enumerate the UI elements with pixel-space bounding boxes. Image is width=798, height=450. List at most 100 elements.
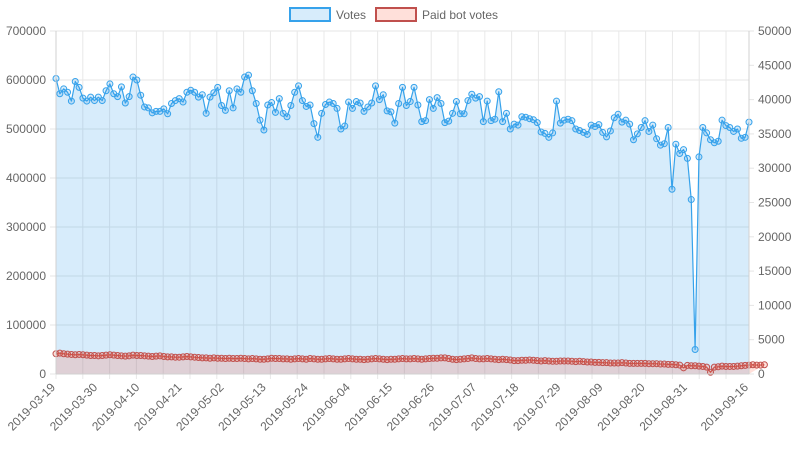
area-paid-bot-votes — [56, 353, 765, 374]
point-votes — [391, 119, 399, 127]
y-right-tick-label: 10000 — [758, 298, 792, 312]
point-votes — [645, 127, 653, 135]
series-points — [52, 71, 768, 376]
point-votes — [298, 97, 306, 105]
point-paid-bot-votes — [680, 364, 688, 372]
point-votes — [699, 124, 707, 132]
legend-item-paid-bot-votes[interactable]: Paid bot votes — [375, 7, 498, 22]
point-votes — [352, 98, 360, 106]
point-votes — [241, 73, 249, 81]
point-paid-bot-votes — [760, 361, 768, 369]
point-votes — [710, 139, 718, 147]
point-votes — [229, 104, 237, 112]
x-tick-label: 2019-09-16 — [698, 380, 752, 434]
point-votes — [160, 105, 168, 113]
x-axis: 2019-03-192019-03-302019-04-102019-04-21… — [5, 380, 752, 434]
point-votes — [506, 125, 514, 133]
point-votes — [318, 109, 326, 117]
point-votes — [102, 87, 110, 95]
point-votes — [164, 110, 172, 118]
point-votes — [741, 133, 749, 141]
point-votes — [595, 121, 603, 129]
point-votes — [626, 120, 634, 128]
point-votes — [360, 107, 368, 115]
point-votes — [117, 83, 125, 91]
legend-label-paid-bot-votes: Paid bot votes — [422, 8, 498, 22]
point-votes — [283, 113, 291, 121]
point-votes — [114, 93, 122, 101]
point-votes — [125, 93, 133, 101]
point-votes — [460, 110, 468, 118]
point-votes — [641, 117, 649, 125]
point-votes — [191, 88, 199, 96]
point-votes — [121, 99, 129, 107]
point-votes — [98, 97, 106, 105]
point-votes — [306, 101, 314, 109]
y-left-tick-label: 600000 — [6, 73, 46, 87]
point-votes — [630, 136, 637, 144]
point-votes — [445, 117, 453, 125]
point-votes — [649, 121, 657, 129]
point-votes — [660, 140, 668, 148]
point-votes — [576, 126, 584, 134]
point-votes — [275, 95, 283, 103]
point-votes — [314, 133, 322, 141]
point-votes — [587, 121, 595, 129]
legend-swatch-votes — [289, 7, 331, 22]
point-votes — [225, 87, 233, 95]
point-votes — [618, 118, 626, 126]
point-votes — [106, 80, 114, 88]
point-votes — [583, 130, 591, 138]
point-votes — [206, 93, 214, 101]
point-votes — [603, 133, 611, 141]
point-votes — [291, 88, 299, 96]
point-votes — [695, 153, 703, 161]
point-votes — [703, 129, 711, 137]
legend-item-votes[interactable]: Votes — [289, 7, 366, 22]
point-votes — [545, 133, 553, 141]
point-votes — [483, 97, 491, 105]
point-votes — [487, 117, 495, 125]
point-votes — [433, 94, 441, 102]
point-votes — [733, 125, 741, 133]
point-votes — [514, 121, 522, 129]
point-votes — [614, 110, 622, 118]
y-axis-right: 0 5000 10000 15000 20000 25000 30000 35000 40000… — [758, 24, 792, 381]
point-votes — [137, 91, 145, 99]
point-votes — [187, 86, 195, 94]
legend-swatch-paid-bot-votes — [375, 7, 417, 22]
point-votes — [672, 140, 680, 148]
point-votes — [553, 97, 560, 105]
point-votes — [425, 96, 433, 104]
point-votes — [287, 101, 295, 109]
y-right-tick-label: 5000 — [758, 333, 785, 347]
point-votes — [549, 129, 557, 137]
point-votes — [368, 99, 376, 107]
series-areas — [56, 75, 765, 374]
point-votes — [171, 97, 179, 105]
point-votes — [221, 106, 229, 114]
point-votes — [379, 91, 387, 99]
point-votes — [399, 83, 406, 91]
y-right-tick-label: 20000 — [758, 230, 792, 244]
y-left-tick-label: 0 — [39, 367, 46, 381]
point-votes — [441, 119, 449, 127]
point-votes — [637, 124, 645, 132]
point-votes — [437, 100, 445, 108]
point-votes — [568, 117, 576, 125]
point-votes — [606, 127, 614, 135]
point-votes — [564, 115, 572, 123]
point-votes — [656, 141, 664, 149]
point-votes — [202, 109, 210, 117]
point-votes — [271, 108, 279, 116]
point-paid-bot-votes — [703, 363, 711, 371]
point-votes — [372, 82, 380, 90]
point-votes — [302, 102, 310, 110]
point-votes — [722, 122, 730, 130]
point-votes — [245, 71, 252, 79]
y-right-tick-label: 35000 — [758, 127, 792, 141]
point-votes — [341, 122, 349, 130]
point-votes — [218, 101, 226, 109]
point-votes — [537, 128, 545, 136]
point-votes — [664, 124, 672, 132]
